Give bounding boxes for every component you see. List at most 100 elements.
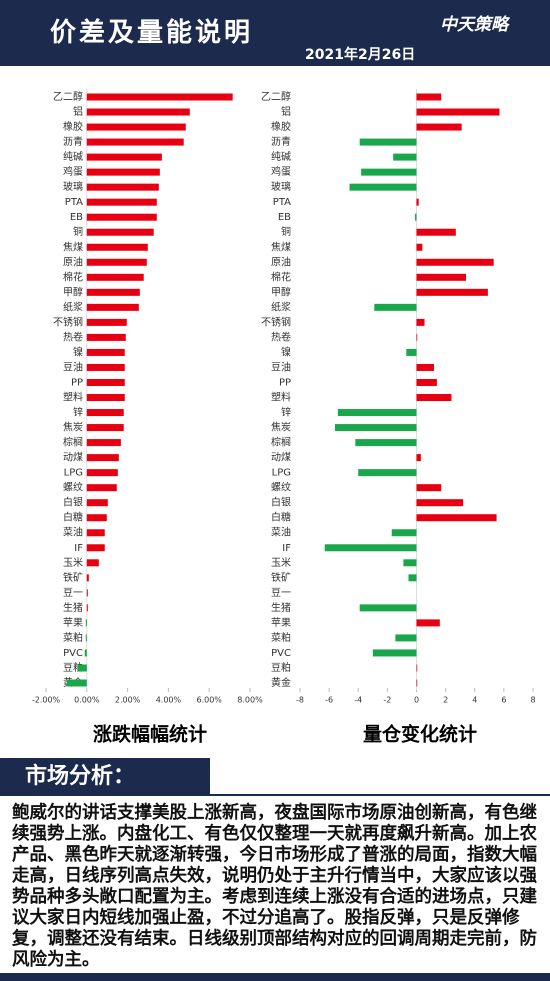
- bar: [86, 424, 124, 432]
- section-title: 市场分析：: [0, 758, 210, 796]
- bar: [395, 634, 417, 642]
- x-tick-label: 8.00%: [237, 696, 263, 705]
- bar: [86, 168, 160, 176]
- x-tick-label: 2.00%: [115, 696, 141, 705]
- bar: [86, 333, 126, 341]
- x-tick-label: 8: [530, 696, 535, 705]
- bar: [361, 168, 417, 176]
- chart-caption: 量仓变化统计: [363, 723, 477, 746]
- category-label: 苹果: [271, 616, 291, 629]
- category-label: 螺纹: [271, 481, 291, 494]
- bar: [86, 559, 99, 567]
- category-label: 豆油: [271, 360, 291, 373]
- category-label: 镍: [281, 345, 291, 358]
- category-label: 螺纹: [63, 481, 83, 494]
- bar: [86, 469, 118, 477]
- bar: [86, 348, 125, 356]
- category-label: 塑料: [271, 391, 291, 404]
- x-tick-label: -6: [325, 696, 333, 705]
- bar: [372, 649, 417, 657]
- bar: [86, 138, 184, 146]
- bar: [416, 93, 442, 101]
- bar: [416, 499, 464, 507]
- logo: 中天策略: [440, 15, 508, 35]
- bar: [416, 394, 452, 402]
- bar: [416, 108, 500, 116]
- category-label: PVC: [63, 648, 83, 659]
- category-label: 玉米: [271, 556, 291, 569]
- bar: [86, 363, 125, 371]
- x-tick-label: -8: [296, 696, 304, 705]
- category-label: 甲醇: [63, 285, 83, 298]
- category-label: 沥青: [63, 135, 83, 148]
- category-label: 沥青: [271, 135, 291, 148]
- bar: [86, 213, 157, 221]
- category-label: PP: [71, 377, 83, 388]
- header-band: 价差及量能说明 2021年2月26日 中天策略: [0, 0, 550, 66]
- bar: [416, 123, 462, 131]
- category-label: 棕榈: [63, 436, 83, 449]
- bar: [416, 514, 497, 522]
- bar: [85, 634, 87, 642]
- category-label: 玻璃: [271, 180, 291, 193]
- category-label: 生猪: [271, 601, 291, 614]
- category-label: 玉米: [63, 556, 83, 569]
- category-label: IF: [282, 543, 291, 554]
- category-label: EB: [70, 212, 83, 223]
- category-label: 镍: [73, 345, 83, 358]
- category-label: 菜粕: [63, 631, 83, 644]
- bar: [86, 604, 88, 612]
- header-title: 价差及量能说明: [50, 18, 254, 48]
- x-tick-label: 2: [443, 696, 448, 705]
- bar: [86, 409, 124, 417]
- category-label: 豆油: [63, 360, 83, 373]
- bar: [86, 258, 147, 266]
- footer-band: [0, 973, 550, 981]
- category-label: 乙二醇: [261, 90, 291, 103]
- bar: [416, 484, 442, 492]
- bar: [337, 409, 417, 417]
- x-tick-label: 6: [501, 696, 506, 705]
- bar: [86, 243, 148, 251]
- bar: [416, 198, 419, 206]
- category-label: 不锈钢: [53, 315, 83, 328]
- category-label: 焦煤: [271, 240, 291, 253]
- bar: [416, 318, 425, 326]
- category-label: 铝: [281, 106, 291, 118]
- bar: [86, 544, 105, 552]
- category-label: LPG: [272, 468, 291, 479]
- bar: [416, 273, 467, 281]
- chart-caption: 涨跌幅幅统计: [93, 723, 207, 746]
- category-label: 鸡蛋: [63, 165, 83, 178]
- bar: [86, 574, 89, 582]
- charts: -2.00% 0.00% 2.00% 4.00% 6.00% 8.00% 乙二醇铝橡胶沥青纯…: [32, 89, 536, 746]
- bar: [85, 619, 87, 627]
- bar: [86, 318, 127, 326]
- category-label: IF: [74, 543, 83, 554]
- header-date: 2021年2月26日: [305, 47, 416, 63]
- category-label: 动煤: [271, 451, 291, 464]
- bar: [86, 228, 154, 236]
- bar: [86, 303, 139, 311]
- category-label: 焦炭: [271, 421, 291, 434]
- bar: [86, 183, 159, 191]
- bar: [359, 604, 417, 612]
- x-tick-label: 6.00%: [196, 696, 222, 705]
- category-label: 纯碱: [63, 150, 83, 163]
- category-label: 苹果: [63, 616, 83, 629]
- bar: [77, 664, 87, 672]
- x-tick-label: -2: [383, 696, 391, 705]
- x-tick-label: 0: [414, 696, 419, 705]
- bar: [86, 394, 125, 402]
- bar: [86, 439, 121, 447]
- category-label: 白糖: [63, 511, 83, 524]
- bar: [391, 529, 417, 537]
- category-label: 橡胶: [271, 120, 291, 133]
- bar: [359, 138, 417, 146]
- category-label: PP: [279, 377, 291, 388]
- category-label: 棕榈: [271, 436, 291, 449]
- bar: [416, 333, 418, 341]
- bar: [416, 454, 421, 462]
- bar: [334, 424, 417, 432]
